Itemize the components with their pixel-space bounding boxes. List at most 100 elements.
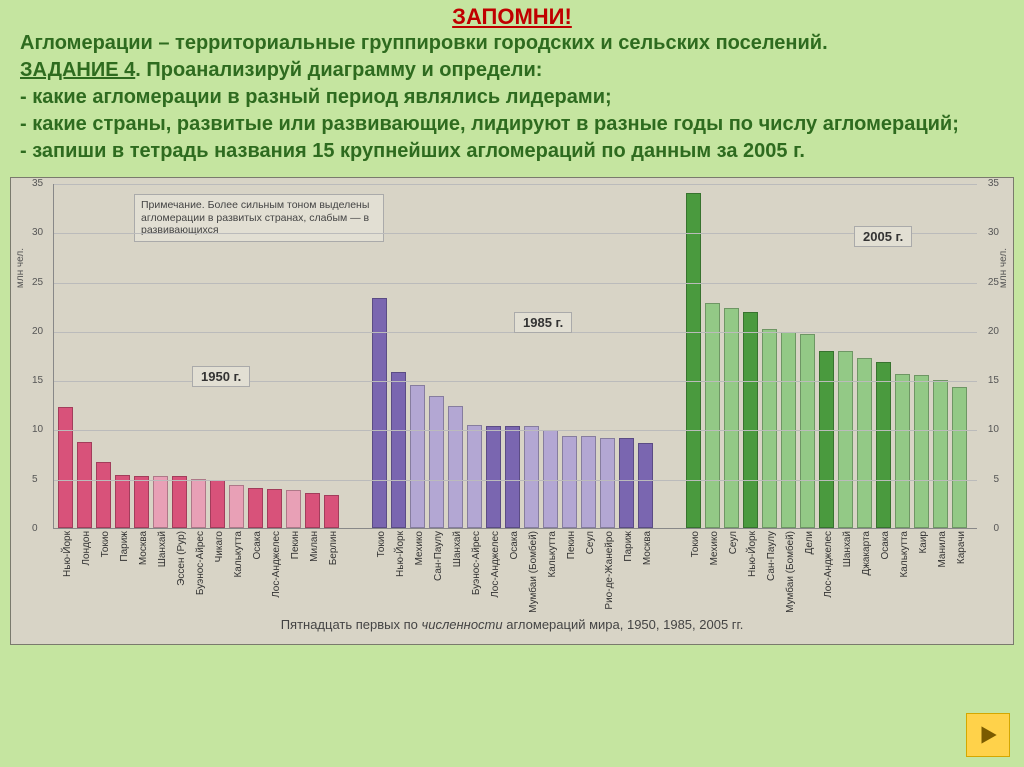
chart-container: млн чел. млн чел. Примечание. Более силь… — [10, 177, 1014, 645]
bar — [524, 426, 539, 528]
gridline — [54, 430, 977, 431]
bar — [267, 489, 282, 528]
y-tick-right: 10 — [988, 425, 999, 435]
bar — [562, 436, 577, 528]
y-tick-right: 25 — [988, 278, 999, 288]
y-tick-left: 0 — [32, 524, 38, 534]
x-label: Мумбаи (Бомбей) — [528, 531, 539, 613]
bar — [115, 475, 130, 528]
bar — [153, 476, 168, 528]
x-label: Нью-Йорк — [62, 531, 73, 577]
bar — [58, 407, 73, 528]
bar — [762, 329, 777, 528]
bar — [467, 425, 482, 529]
bar — [410, 385, 425, 528]
bar — [838, 351, 853, 528]
yaxis-label-left: млн чел. — [15, 248, 26, 288]
y-tick-left: 10 — [32, 425, 43, 435]
x-label: Берлин — [328, 531, 339, 565]
y-tick-right: 20 — [988, 327, 999, 337]
x-label: Сеул — [585, 531, 596, 554]
x-label: Джакарта — [861, 531, 872, 576]
bar — [305, 493, 320, 528]
x-label: Париж — [119, 531, 130, 562]
x-label: Буэнос-Айрес — [471, 531, 482, 595]
y-tick-left: 25 — [32, 278, 43, 288]
x-label: Шанхай — [452, 531, 463, 567]
gridline — [54, 480, 977, 481]
gridline — [54, 233, 977, 234]
bullet-1: - какие агломерации в разный период явля… — [20, 86, 612, 108]
x-label: Дели — [804, 531, 815, 554]
x-label: Милан — [309, 531, 320, 562]
x-label: Лос-Анджелес — [490, 531, 501, 598]
year-label: 1950 г. — [192, 366, 250, 387]
x-label: Лондон — [81, 531, 92, 566]
bar — [77, 442, 92, 528]
bullet-3: - запиши в тетрадь названия 15 крупнейши… — [20, 140, 805, 162]
task-lead: . Проанализируй диаграмму и определи: — [135, 59, 542, 81]
bar — [724, 308, 739, 528]
bar — [210, 480, 225, 528]
x-label: Сан-Паулу — [766, 531, 777, 581]
x-label: Токио — [690, 531, 701, 557]
x-axis-labels: Нью-Йорк Лондон Токио Париж Москва Шанхай Эссе… — [53, 529, 977, 613]
bar — [819, 351, 834, 528]
definition: Агломерации – территориальные группировк… — [20, 32, 828, 54]
bar — [324, 495, 339, 528]
bar — [876, 362, 891, 528]
x-label: Нью-Йорк — [747, 531, 758, 577]
y-tick-left: 5 — [32, 475, 38, 485]
x-label: Осака — [252, 531, 263, 560]
bar — [429, 396, 444, 528]
bar — [743, 312, 758, 528]
x-label: Нью-Йорк — [395, 531, 406, 577]
bar — [286, 490, 301, 528]
bar — [619, 438, 634, 528]
y-tick-right: 30 — [988, 228, 999, 238]
x-label: Калькутта — [899, 531, 910, 578]
x-label: Мехико — [709, 531, 720, 565]
year-label: 2005 г. — [854, 226, 912, 247]
bar — [952, 387, 967, 528]
bar — [486, 426, 501, 529]
x-label: Карачи — [956, 531, 967, 564]
bullet-2: - какие страны, развитые или развивающие… — [20, 113, 959, 135]
x-label: Эссен (Рур) — [176, 531, 187, 586]
y-tick-left: 15 — [32, 376, 43, 386]
x-label: Пекин — [290, 531, 301, 559]
x-label: Москва — [138, 531, 149, 565]
x-label: Чикаго — [214, 531, 225, 562]
y-tick-right: 35 — [988, 179, 999, 189]
bar — [391, 372, 406, 528]
bar — [705, 303, 720, 528]
next-button[interactable] — [966, 713, 1010, 757]
task-label: ЗАДАНИЕ 4 — [20, 59, 135, 81]
bar — [448, 406, 463, 528]
chart-caption: Пятнадцать первых по численности агломер… — [17, 613, 1007, 638]
bar — [505, 426, 520, 529]
x-label: Москва — [642, 531, 653, 565]
y-tick-left: 30 — [32, 228, 43, 238]
y-tick-right: 15 — [988, 376, 999, 386]
x-label: Калькутта — [233, 531, 244, 578]
x-label: Сеул — [728, 531, 739, 554]
x-label: Лос-Анджелес — [271, 531, 282, 598]
bar — [581, 436, 596, 528]
x-label: Манила — [937, 531, 948, 568]
x-label: Калькутта — [547, 531, 558, 578]
yaxis-label-right: млн чел. — [998, 248, 1009, 288]
page-title: ЗАПОМНИ! — [20, 4, 1004, 30]
year-label: 1985 г. — [514, 312, 572, 333]
x-label: Буэнос-Айрес — [195, 531, 206, 595]
x-label: Шанхай — [842, 531, 853, 567]
bar — [895, 374, 910, 528]
bar — [914, 375, 929, 528]
x-label: Токио — [100, 531, 111, 557]
bar — [248, 488, 263, 528]
chart-canvas: Примечание. Более сильным тоном выделены… — [53, 184, 977, 529]
x-label: Каир — [918, 531, 929, 554]
x-label: Токио — [376, 531, 387, 557]
bar — [172, 476, 187, 528]
bar — [933, 380, 948, 528]
